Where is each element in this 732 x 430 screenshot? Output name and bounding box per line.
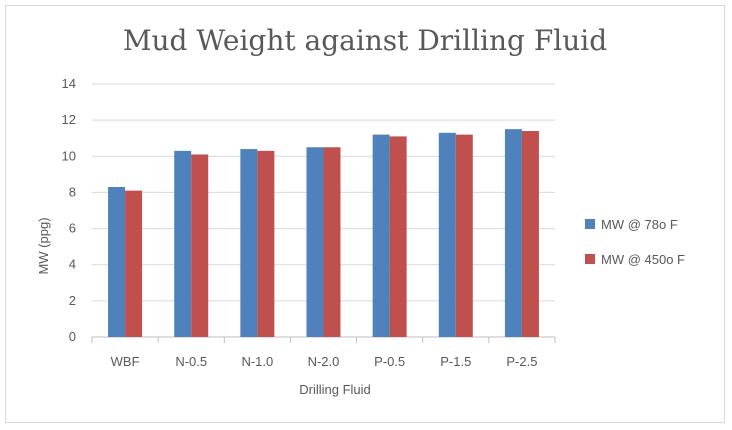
- bar: [504, 129, 522, 337]
- bar: [323, 147, 341, 337]
- y-axis-title: MW (ppg): [36, 217, 51, 274]
- y-tick-label: 14: [62, 76, 76, 91]
- bar: [389, 136, 407, 337]
- legend-label: MW @ 450o F: [601, 252, 685, 267]
- bar: [191, 154, 209, 337]
- y-tick-label: 0: [69, 329, 76, 344]
- chart-title: Mud Weight against Drilling Fluid: [123, 24, 607, 57]
- bar: [174, 150, 192, 337]
- bar: [455, 134, 473, 337]
- y-tick-label: 2: [69, 293, 76, 308]
- x-tick-label: P-1.5: [440, 354, 471, 369]
- x-tick-label: N-1.0: [241, 354, 273, 369]
- y-tick-label: 6: [69, 221, 76, 236]
- x-tick-label: N-0.5: [175, 354, 207, 369]
- x-tick-label: P-2.5: [506, 354, 537, 369]
- y-tick-label: 12: [62, 112, 76, 127]
- legend: MW @ 78o F MW @ 450o F: [585, 217, 685, 267]
- tick-labels: 0 2 4 6 8 10 12 14 WBF N-0.5 N-1.0 N-2.0 P-0.5 P-1.5 P…: [62, 76, 538, 369]
- y-tick-label: 4: [69, 257, 76, 272]
- y-tick-label: 10: [62, 148, 76, 163]
- x-tick-label: N-2.0: [308, 354, 340, 369]
- bar: [372, 134, 390, 337]
- x-axis-title: Drilling Fluid: [299, 382, 371, 397]
- bar: [306, 147, 324, 337]
- bars: [108, 129, 539, 337]
- bar: [125, 190, 143, 337]
- legend-swatch: [585, 219, 595, 229]
- legend-label: MW @ 78o F: [601, 217, 678, 232]
- x-tick-label: WBF: [111, 354, 140, 369]
- bar: [257, 150, 275, 337]
- legend-swatch: [585, 254, 595, 264]
- bar: [240, 149, 258, 337]
- bar: [438, 132, 456, 337]
- bar: [521, 130, 539, 337]
- bar: [108, 187, 126, 337]
- x-tick-label: P-0.5: [374, 354, 405, 369]
- y-tick-label: 8: [69, 184, 76, 199]
